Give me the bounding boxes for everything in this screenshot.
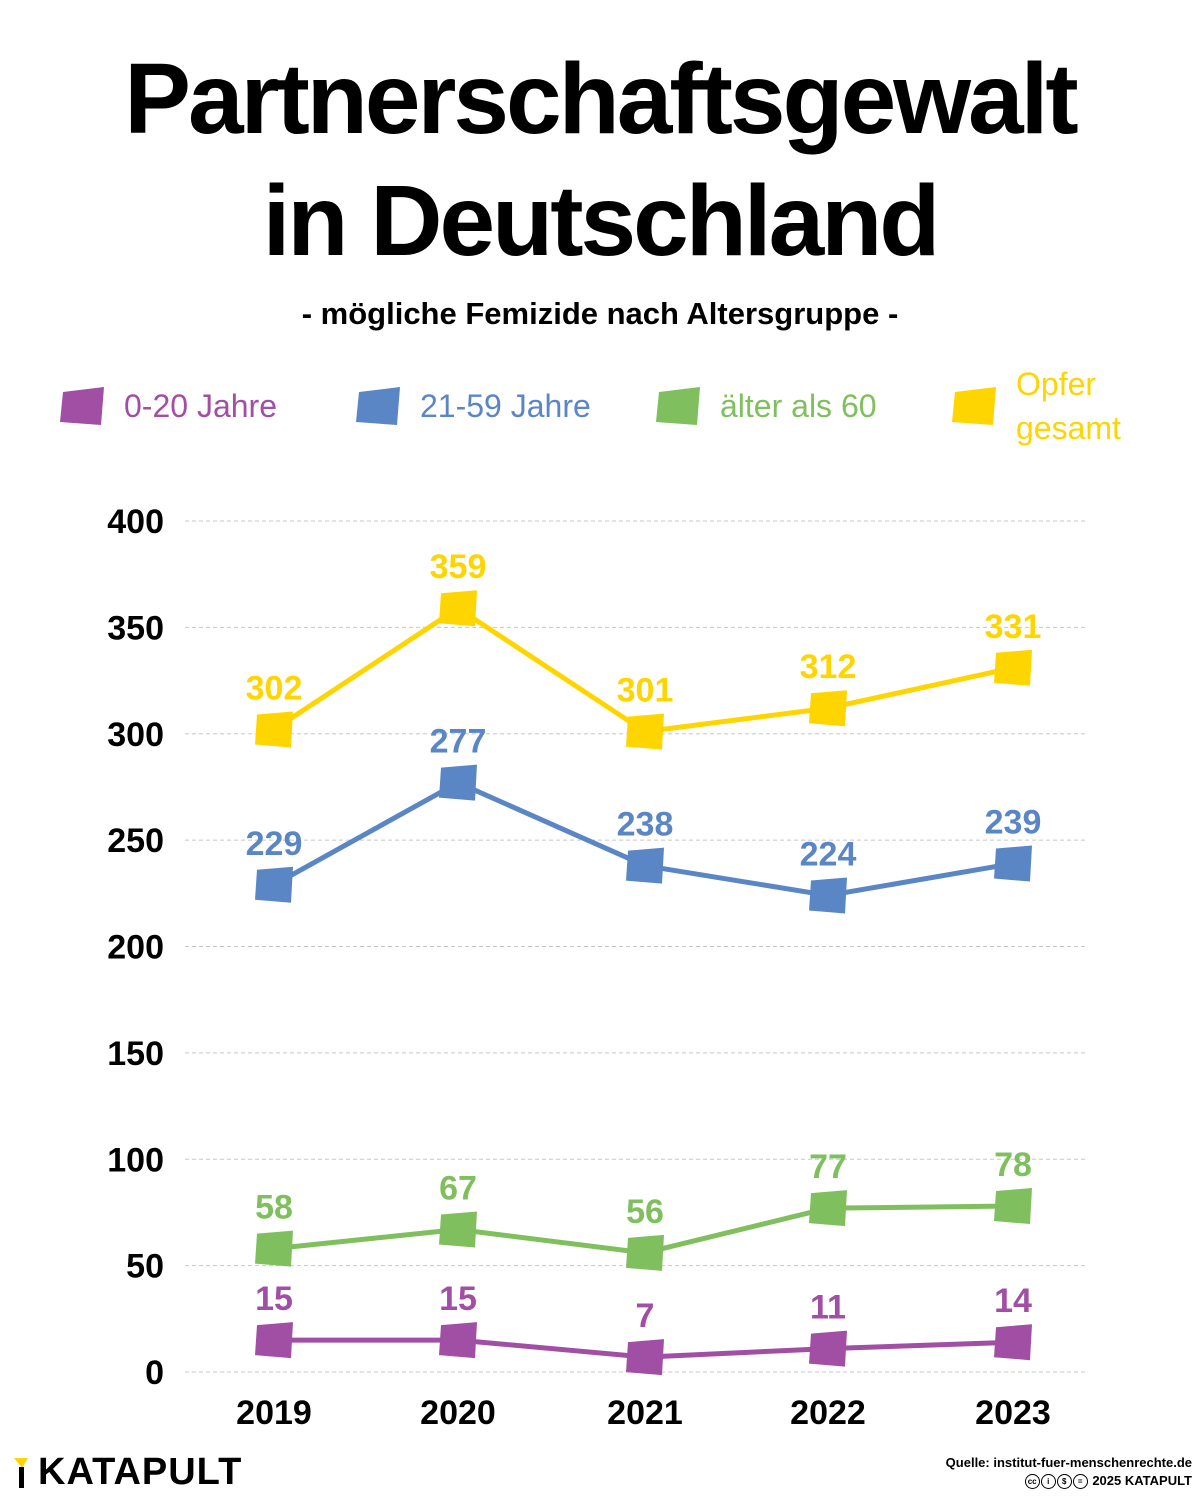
data-point-marker: [626, 713, 664, 750]
copyright-text: 2025 KATAPULT: [1092, 1473, 1192, 1488]
data-label: 312: [800, 648, 857, 686]
x-tick-label: 2020: [420, 1394, 496, 1432]
data-point-marker: [994, 649, 1032, 686]
data-point-marker: [255, 1230, 293, 1267]
y-tick-label: 300: [107, 716, 164, 754]
legend-swatch-purple: [60, 387, 104, 425]
data-label: 302: [246, 669, 303, 707]
data-point-marker: [626, 847, 664, 884]
x-tick-label: 2022: [790, 1394, 866, 1432]
chart-subtitle: - mögliche Femizide nach Altersgruppe -: [301, 296, 899, 331]
data-label: 224: [800, 835, 857, 873]
data-point-marker: [255, 1322, 293, 1359]
data-point-marker: [809, 690, 847, 727]
y-tick-label: 200: [107, 929, 164, 967]
legend-item-21-59: 21-59 Jahre: [356, 384, 591, 428]
cc-icon: cc: [1024, 1474, 1040, 1490]
title-line-2: in Deutschland: [262, 165, 941, 277]
data-label: 15: [439, 1280, 477, 1318]
legend-item-0-20: 0-20 Jahre: [60, 384, 277, 428]
data-label: 77: [809, 1148, 847, 1186]
series-line-3: [272, 605, 1014, 735]
data-point-marker: [255, 711, 293, 748]
legend-label-total-line-1: Opfer: [1016, 366, 1097, 402]
x-tick-label: 2023: [975, 1394, 1051, 1432]
legend-label-60plus: älter als 60: [720, 388, 877, 424]
legend-label-total-line-2: gesamt: [1016, 410, 1121, 446]
data-point-marker: [994, 845, 1032, 882]
data-label: 58: [255, 1189, 293, 1227]
y-tick-label: 50: [126, 1248, 164, 1286]
data-label: 11: [810, 1289, 846, 1327]
y-tick-label: 150: [107, 1035, 164, 1073]
data-label: 14: [994, 1282, 1032, 1320]
data-label: 359: [430, 548, 487, 586]
data-point-marker: [809, 877, 847, 914]
legend-item-60plus: älter als 60: [656, 384, 877, 428]
data-point-marker: [439, 590, 477, 627]
data-label: 78: [994, 1146, 1032, 1184]
data-point-marker: [626, 1339, 664, 1376]
brand-name: KATAPULT: [38, 1450, 243, 1493]
data-label: 56: [626, 1193, 664, 1231]
data-point-marker: [439, 1211, 477, 1248]
x-tick-label: 2021: [607, 1394, 683, 1432]
source-block: Quelle: institut-fuer-menschenrechte.de …: [946, 1454, 1192, 1490]
source-text: Quelle: institut-fuer-menschenrechte.de: [945, 1455, 1192, 1470]
nd-icon: =: [1072, 1474, 1088, 1490]
nc-icon: $: [1056, 1474, 1072, 1490]
data-point-marker: [439, 764, 477, 801]
data-point-marker: [809, 1190, 847, 1227]
y-tick-label: 0: [145, 1354, 164, 1392]
legend-item-total: Opfer gesamt: [952, 362, 1121, 450]
legend-label-21-59: 21-59 Jahre: [420, 388, 591, 424]
data-label: 15: [255, 1280, 293, 1318]
y-tick-label: 100: [107, 1141, 164, 1179]
data-point-marker: [994, 1324, 1032, 1361]
legend-swatch-green: [656, 387, 700, 425]
x-tick-label: 2019: [236, 1394, 312, 1432]
data-point-marker: [255, 866, 293, 903]
data-point-marker: [439, 1322, 477, 1359]
y-tick-label: 250: [107, 822, 164, 860]
data-point-marker: [809, 1330, 847, 1367]
y-tick-label: 350: [107, 609, 164, 647]
data-label: 7: [636, 1297, 655, 1335]
data-point-marker: [994, 1188, 1032, 1225]
chart-title: Partnerschaftsgewalt in Deutschland: [0, 38, 1200, 282]
data-label: 331: [985, 608, 1042, 646]
copyright-line: cc i $ = 2025 KATAPULT: [946, 1472, 1192, 1490]
data-label: 67: [439, 1169, 477, 1207]
legend-swatch-blue: [356, 387, 400, 425]
title-line-1: Partnerschaftsgewalt: [124, 43, 1078, 155]
by-icon: i: [1040, 1474, 1056, 1490]
data-label: 277: [430, 723, 487, 761]
data-label: 229: [246, 825, 303, 863]
data-label: 238: [617, 806, 674, 844]
katapult-logo: KATAPULT: [8, 1450, 243, 1493]
legend-label-total: Opfer gesamt: [1016, 362, 1121, 450]
legend-label-0-20: 0-20 Jahre: [124, 388, 277, 424]
catapult-icon: [14, 1458, 28, 1488]
data-label: 239: [985, 804, 1042, 842]
data-label: 301: [617, 672, 674, 710]
y-tick-label: 400: [107, 503, 164, 541]
legend-swatch-yellow: [952, 387, 996, 425]
data-point-marker: [626, 1234, 664, 1271]
